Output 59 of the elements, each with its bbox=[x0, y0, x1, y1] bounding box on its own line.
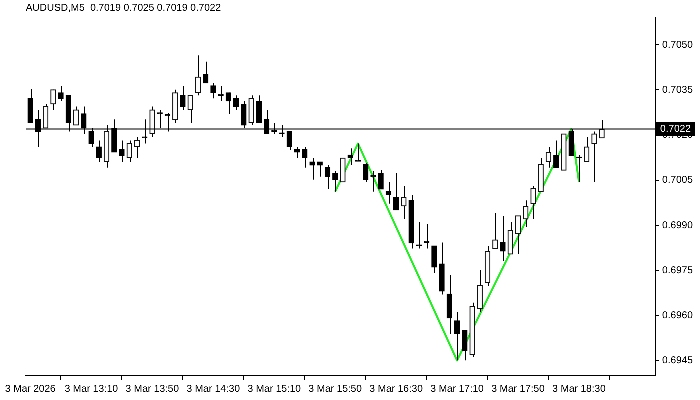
chart-title: AUDUSD,M5 0.7019 0.7025 0.7019 0.7022 bbox=[26, 2, 222, 14]
x-tick-label: 3 Mar 18:30 bbox=[552, 384, 606, 395]
candlestick bbox=[432, 246, 438, 274]
y-tick-label: 0.6960 bbox=[662, 310, 694, 322]
candlestick bbox=[523, 200, 529, 228]
candlestick bbox=[508, 221, 514, 255]
candlestick bbox=[96, 140, 102, 163]
candlestick bbox=[195, 55, 202, 96]
candlestick bbox=[546, 146, 552, 168]
candlestick bbox=[500, 215, 506, 262]
candlestick bbox=[58, 85, 64, 102]
candlestick bbox=[248, 95, 254, 126]
candlestick bbox=[50, 89, 56, 111]
candlestick bbox=[355, 143, 362, 162]
y-tick-label: 0.6975 bbox=[662, 265, 694, 276]
candlestick bbox=[134, 136, 140, 159]
x-tick-label: 3 Mar 13:10 bbox=[64, 384, 119, 395]
y-tick-label: 0.6990 bbox=[662, 220, 694, 232]
candlestick bbox=[554, 140, 560, 168]
candlestick bbox=[73, 106, 80, 126]
y-tick-label: 0.6945 bbox=[662, 356, 694, 367]
candlestick bbox=[324, 164, 331, 190]
x-tick-label: 3 Mar 17:10 bbox=[430, 384, 484, 395]
candlestick bbox=[530, 186, 536, 220]
candlestick bbox=[401, 186, 407, 220]
y-tick-label: 0.7035 bbox=[662, 84, 694, 96]
y-tick-label: 0.7005 bbox=[662, 175, 694, 186]
candlestick bbox=[226, 92, 232, 114]
candlestick bbox=[454, 312, 460, 362]
x-tick-label: 3 Mar 15:10 bbox=[248, 384, 302, 395]
candlestick bbox=[332, 170, 338, 192]
y-tick-label: 0.7050 bbox=[662, 40, 694, 51]
candlestick bbox=[394, 173, 400, 211]
candlestick bbox=[180, 85, 186, 111]
candlestick bbox=[492, 212, 498, 250]
x-tick-label: 3 Mar 16:30 bbox=[370, 384, 424, 395]
candlestick bbox=[126, 140, 132, 163]
candlestick bbox=[210, 82, 216, 100]
x-tick-label: 3 Mar 15:50 bbox=[308, 384, 362, 395]
x-tick-label: 3 Mar 14:30 bbox=[186, 384, 241, 395]
candlestick bbox=[256, 95, 262, 124]
x-tick-label: 3 Mar 13:50 bbox=[126, 384, 180, 395]
candlestick bbox=[386, 182, 392, 204]
x-tick-label: 3 Mar 17:50 bbox=[492, 384, 546, 395]
candlestick bbox=[363, 162, 369, 183]
candlestick bbox=[416, 221, 422, 250]
candlestick bbox=[302, 146, 308, 168]
candlestick bbox=[515, 215, 522, 255]
candlestick bbox=[462, 330, 468, 362]
candlestick bbox=[119, 140, 125, 163]
candlestick bbox=[28, 88, 34, 124]
candlestick bbox=[584, 136, 590, 163]
candlestick bbox=[477, 270, 483, 314]
candlestick bbox=[378, 170, 384, 190]
ref-line-label: 0.7022 bbox=[660, 124, 692, 136]
candlestick bbox=[294, 146, 300, 159]
candlestick bbox=[446, 275, 453, 335]
candlestick bbox=[188, 95, 194, 124]
x-tick-label: 3 Mar 2026 bbox=[5, 384, 56, 395]
